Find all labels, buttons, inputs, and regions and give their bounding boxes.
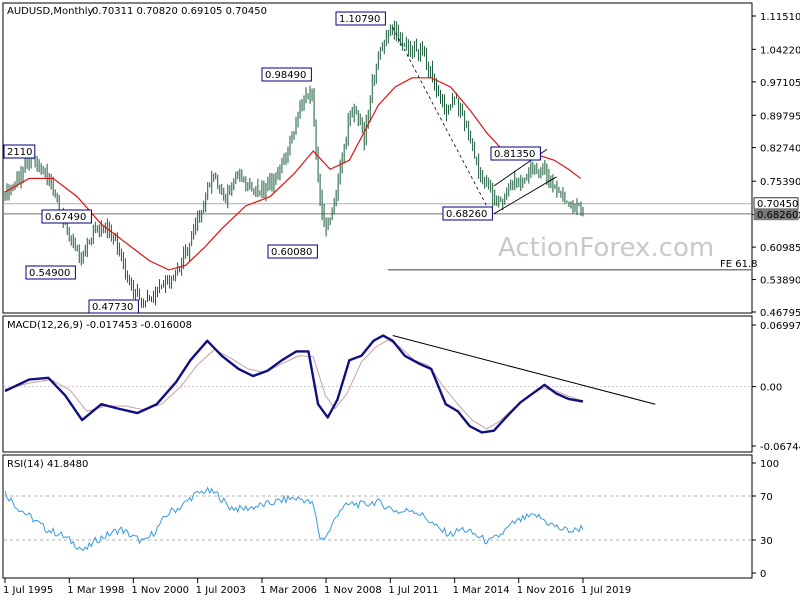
price-tick-label: 0.97105 [760, 78, 800, 89]
price-reference-lines: FE 61.8 [4, 203, 758, 271]
price-label-box [3, 144, 36, 159]
rsi-title: RSI(14) 41.8480 [7, 459, 88, 470]
price-label-box [41, 209, 92, 224]
price-label-text: 0.81350 [494, 149, 535, 160]
rsi-axis: 100 70 30 0 [752, 459, 779, 580]
rsi-tick-label: 70 [760, 492, 773, 503]
macd-axis: 0.069977 0.00 -0.067448 [752, 321, 800, 453]
macd-series [4, 334, 751, 434]
price-title: AUDUSD,Monthly [7, 6, 94, 17]
price-label-box [267, 244, 318, 259]
time-tick-label: 1 Nov 2008 [324, 585, 382, 596]
price-label-box [261, 67, 312, 82]
price-label-box [490, 146, 541, 161]
price-tick-label: 1.04220 [760, 45, 800, 56]
macd-trendline [392, 335, 656, 405]
macd-tick-label: -0.067448 [760, 442, 800, 453]
time-tick-label: 1 Mar 2006 [260, 585, 317, 596]
price-ohlc: 0.70311 0.70820 0.69105 0.70450 [92, 6, 267, 17]
rsi-line [4, 486, 584, 552]
macd-signal-line [4, 339, 584, 430]
price-tick-label: 0.60985 [760, 243, 800, 254]
price-label-text: 0.98490 [265, 70, 306, 81]
price-label-text: 0.68260 [446, 209, 487, 220]
rsi-series [4, 486, 751, 552]
price-tick-label: 0.82740 [760, 144, 800, 155]
price-axis: 1.11510 1.04220 0.97105 0.89795 0.82740 0.753… [752, 12, 800, 319]
rsi-tick-label: 100 [760, 459, 779, 470]
rsi-panel [2, 454, 753, 579]
time-tick-label: 1 Nov 2016 [517, 585, 575, 596]
price-panel [2, 2, 753, 314]
time-axis: 1 Jul 1995 1 Mar 1998 1 Nov 2000 1 Jul 2003… [3, 578, 631, 596]
price-label-box [25, 265, 76, 280]
price-label-text: 0.60080 [271, 247, 312, 258]
price-label-text: 0.67490 [45, 212, 86, 223]
price-tick-label: 0.53890 [760, 276, 800, 287]
price-tick-label: 0.46795 [760, 308, 800, 319]
current-price-text: 0.70450 [757, 199, 798, 210]
macd-line [4, 334, 584, 434]
support-marker [753, 208, 799, 221]
support-marker-text: 0.68260 [757, 210, 798, 221]
rsi-tick-label: 0 [760, 569, 766, 580]
fe-level-label: FE 61.8 [720, 259, 758, 270]
rsi-tick-label: 30 [760, 536, 773, 547]
macd-title: MACD(12,26,9) -0.017453 -0.016008 [7, 320, 192, 331]
price-series [4, 20, 584, 308]
price-tick-label: 0.89795 [760, 111, 800, 122]
time-tick-label: 1 Jul 1995 [3, 585, 53, 596]
price-label-box [88, 299, 139, 314]
time-tick-label: 1 Jul 2019 [581, 585, 631, 596]
price-label-text: 2110 [7, 147, 32, 158]
channel-lower-line [493, 176, 557, 215]
macd-tick-label: 0.00 [760, 383, 782, 394]
price-tick-label: 0.75390 [760, 177, 800, 188]
watermark-text: ActionForex.com [498, 233, 714, 263]
macd-panel [2, 315, 753, 453]
price-label-text: 0.47730 [92, 302, 133, 313]
time-tick-label: 1 Mar 2014 [453, 585, 510, 596]
time-tick-label: 1 Mar 1998 [67, 585, 124, 596]
macd-tick-label: 0.069977 [760, 321, 800, 332]
price-label-box [335, 11, 386, 26]
time-tick-label: 1 Jul 2011 [388, 585, 438, 596]
price-label-text: 0.54900 [29, 268, 70, 279]
decline-trendline [392, 27, 488, 207]
time-tick-label: 1 Nov 2000 [131, 585, 189, 596]
price-annotations: 1.10790 0.98490 0.60080 0.81350 0.68260 0.549… [3, 11, 557, 314]
time-tick-label: 1 Jul 2003 [196, 585, 246, 596]
price-label-text: 1.10790 [339, 14, 380, 25]
price-tick-label: 1.11510 [760, 12, 800, 23]
price-label-box [442, 206, 493, 221]
